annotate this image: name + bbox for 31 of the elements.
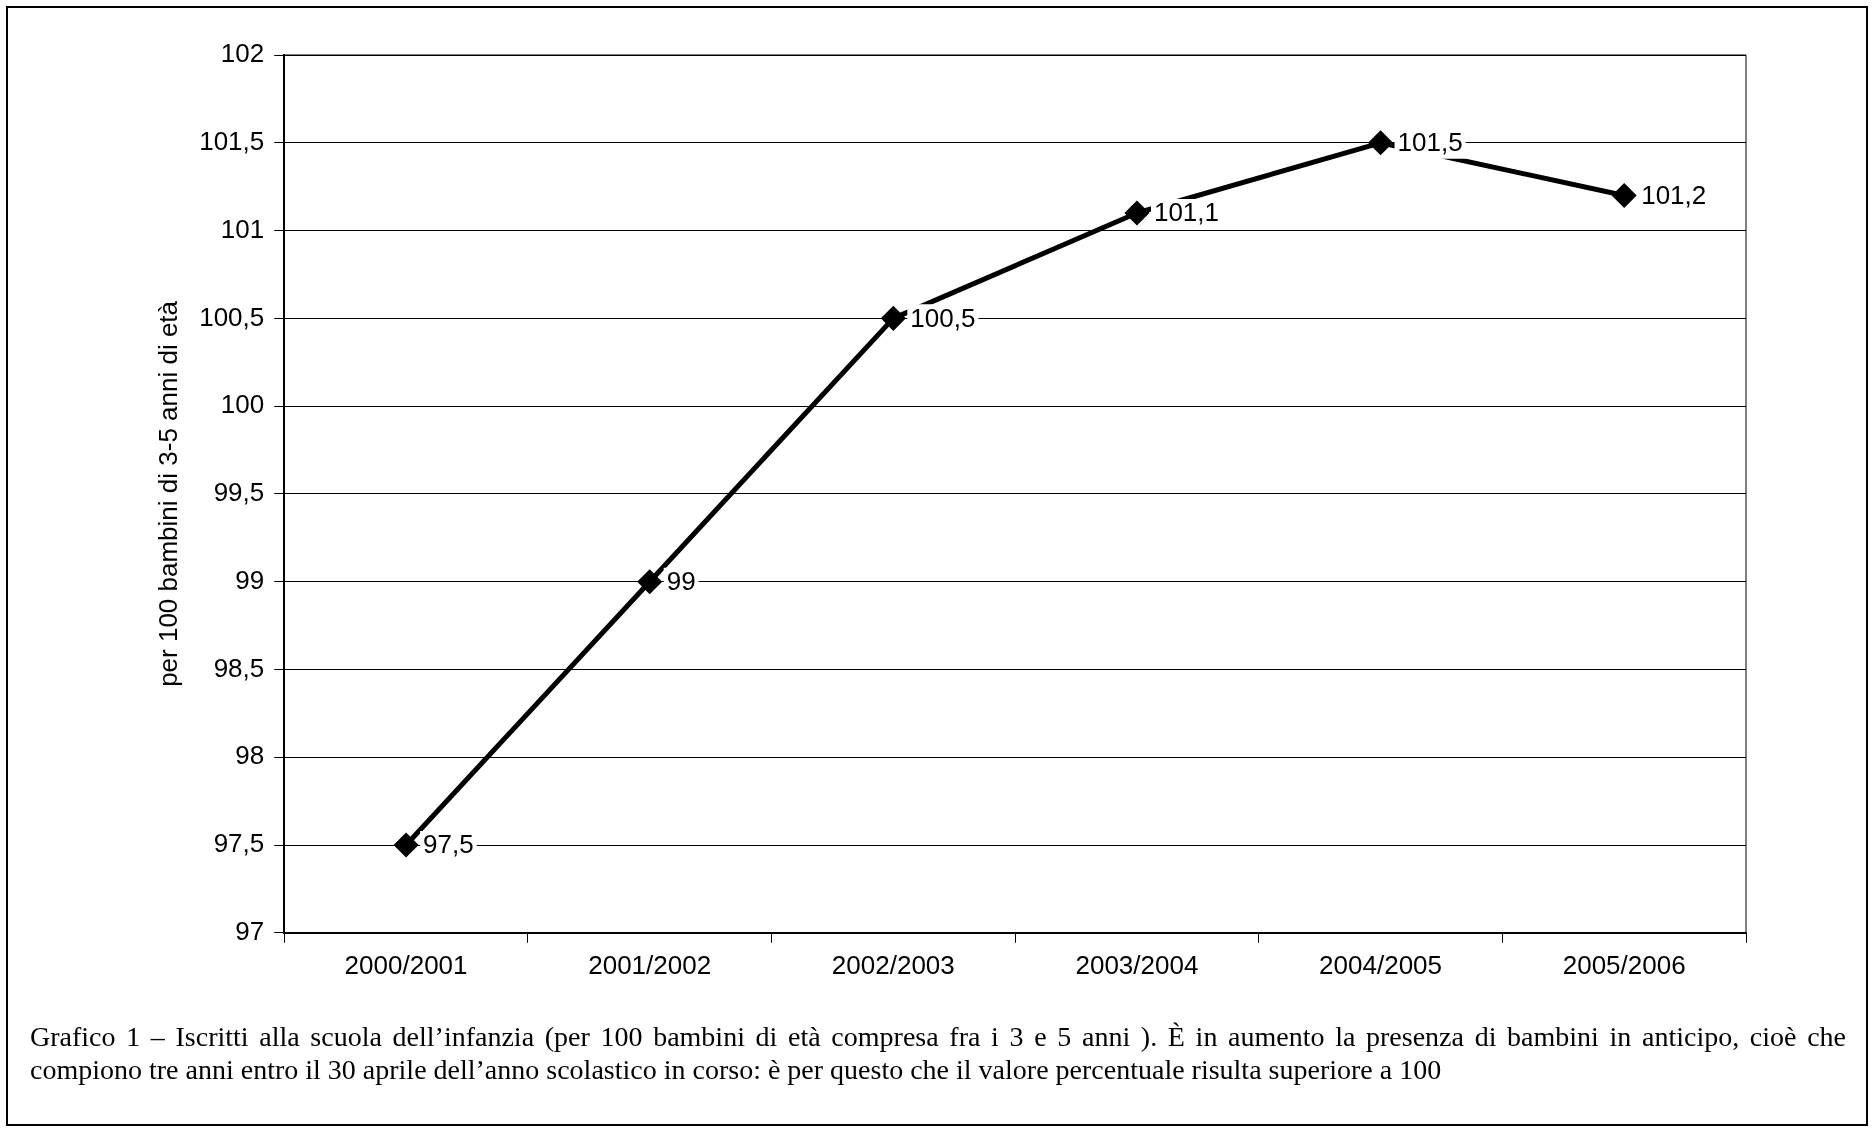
y-tick-label: 97,5	[213, 828, 265, 859]
point	[1369, 131, 1393, 155]
y-axis-title: per 100 bambini di 3-5 anni di età	[152, 300, 183, 687]
y-tick-label: 99,5	[213, 477, 265, 508]
data-label: 101,1	[1153, 197, 1220, 228]
x-tick-label: 2004/2005	[1319, 949, 1443, 980]
point	[1125, 201, 1149, 225]
y-tick-label: 98	[235, 740, 265, 771]
y-tick-label: 100,5	[199, 301, 265, 332]
point	[1612, 183, 1636, 207]
y-tick-label: 102	[220, 38, 265, 69]
data-label: 97,5	[423, 829, 474, 860]
y-tick-label: 99	[235, 564, 265, 595]
x-tick-label: 2002/2003	[831, 949, 955, 980]
point	[394, 833, 418, 857]
data-label: 99	[666, 565, 696, 596]
data-label: 100,5	[910, 302, 976, 333]
point	[638, 570, 662, 594]
y-tick-label: 101	[220, 213, 265, 244]
text: Grafico 1 – Iscritti alla scuola dell’infanzia (per 100 bambini di età compresa fra i 3 e 5 anni ). È in aumento la presenza di bambini in anticipo, cioè che compiono tre anni entro il 30 aprile dell’anno scolastico in corso: è per questo che il valore percentuale risulta superiore a 100	[30, 1020, 1846, 1086]
y-tick-label: 101,5	[199, 125, 265, 156]
data-label: 101,2	[1641, 179, 1707, 210]
y-tick-label: 98,5	[213, 652, 265, 683]
data-label: 101,5	[1397, 126, 1463, 157]
y-tick-label: 100	[220, 389, 265, 420]
x-tick-label: 2001/2002	[588, 949, 712, 980]
y-tick-label: 97	[235, 915, 265, 946]
x-tick-label: 2003/2004	[1075, 949, 1199, 980]
x-tick-label: 2005/2006	[1562, 949, 1686, 980]
x-tick-label: 2000/2001	[344, 949, 468, 980]
point	[881, 306, 905, 330]
